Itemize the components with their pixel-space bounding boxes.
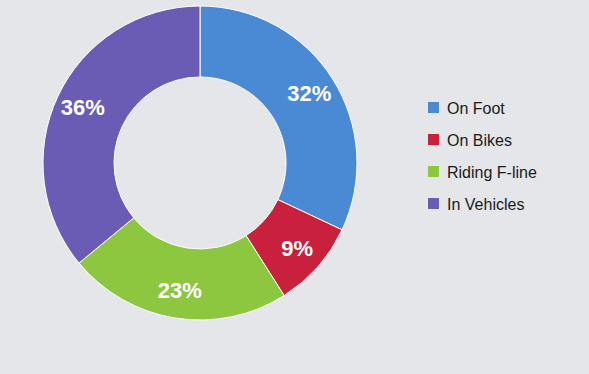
- legend-swatch: [428, 166, 439, 177]
- data-label: 23%: [158, 278, 202, 303]
- legend-item: On Foot: [428, 100, 505, 117]
- legend-label: On Bikes: [447, 132, 512, 149]
- legend-item: On Bikes: [428, 132, 512, 149]
- data-label: 9%: [281, 236, 313, 261]
- legend: On Foot On Bikes Riding F-line In Vehicles: [428, 100, 537, 213]
- legend-swatch: [428, 102, 439, 113]
- data-labels: 32% 9% 23% 36%: [61, 81, 332, 303]
- slice: [200, 6, 357, 230]
- data-label: 36%: [61, 95, 105, 120]
- data-label: 32%: [287, 81, 331, 106]
- donut: [43, 6, 357, 320]
- legend-swatch: [428, 198, 439, 209]
- legend-swatch: [428, 134, 439, 145]
- legend-label: In Vehicles: [447, 196, 524, 213]
- slice: [43, 6, 200, 263]
- legend-label: Riding F-line: [447, 164, 537, 181]
- legend-label: On Foot: [447, 100, 505, 117]
- chart: 32% 9% 23% 36% On Foot On Bikes Riding F-line I…: [0, 0, 589, 374]
- legend-item: Riding F-line: [428, 164, 537, 181]
- legend-item: In Vehicles: [428, 196, 524, 213]
- background: [0, 0, 589, 374]
